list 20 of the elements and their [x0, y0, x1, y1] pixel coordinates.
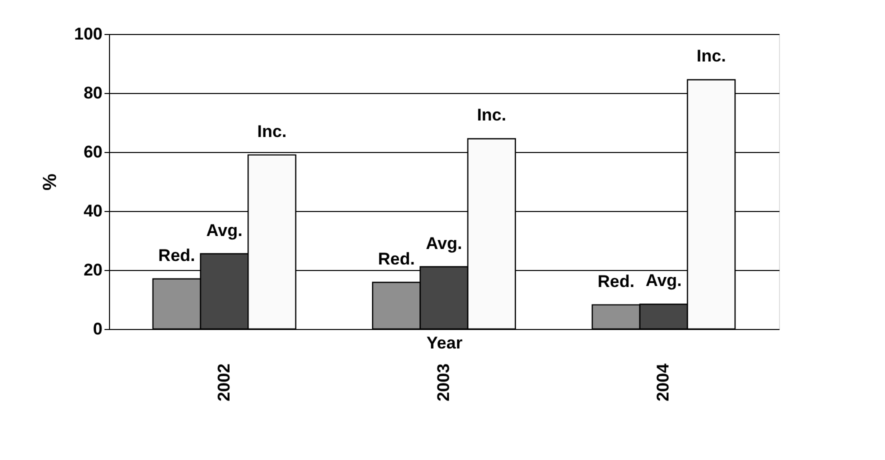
y-tick-label: 100 — [74, 24, 102, 44]
y-tick-label: 0 — [93, 320, 102, 338]
series-label: Avg. — [206, 220, 242, 240]
x-tick-label: 2002 — [214, 364, 234, 402]
y-tick-label: 40 — [84, 202, 102, 220]
y-tick-label: 60 — [84, 142, 102, 162]
y-tick-label: 20 — [84, 260, 102, 280]
x-tick-label: 2003 — [434, 364, 453, 402]
y-tick-label: 80 — [84, 84, 102, 102]
text: Inc. — [696, 46, 726, 66]
x-tick-label: 2004 — [654, 362, 673, 402]
text: Inc. — [476, 106, 506, 125]
text: Avg. — [646, 271, 682, 290]
y-axis-title: % — [40, 173, 62, 190]
series-label: Red. — [158, 246, 196, 265]
text: Avg. — [426, 234, 462, 253]
text: Red. — [598, 272, 634, 291]
text: Red. — [378, 249, 415, 268]
series-label: Inc. — [257, 122, 287, 141]
x-axis-title: Year — [426, 334, 463, 352]
